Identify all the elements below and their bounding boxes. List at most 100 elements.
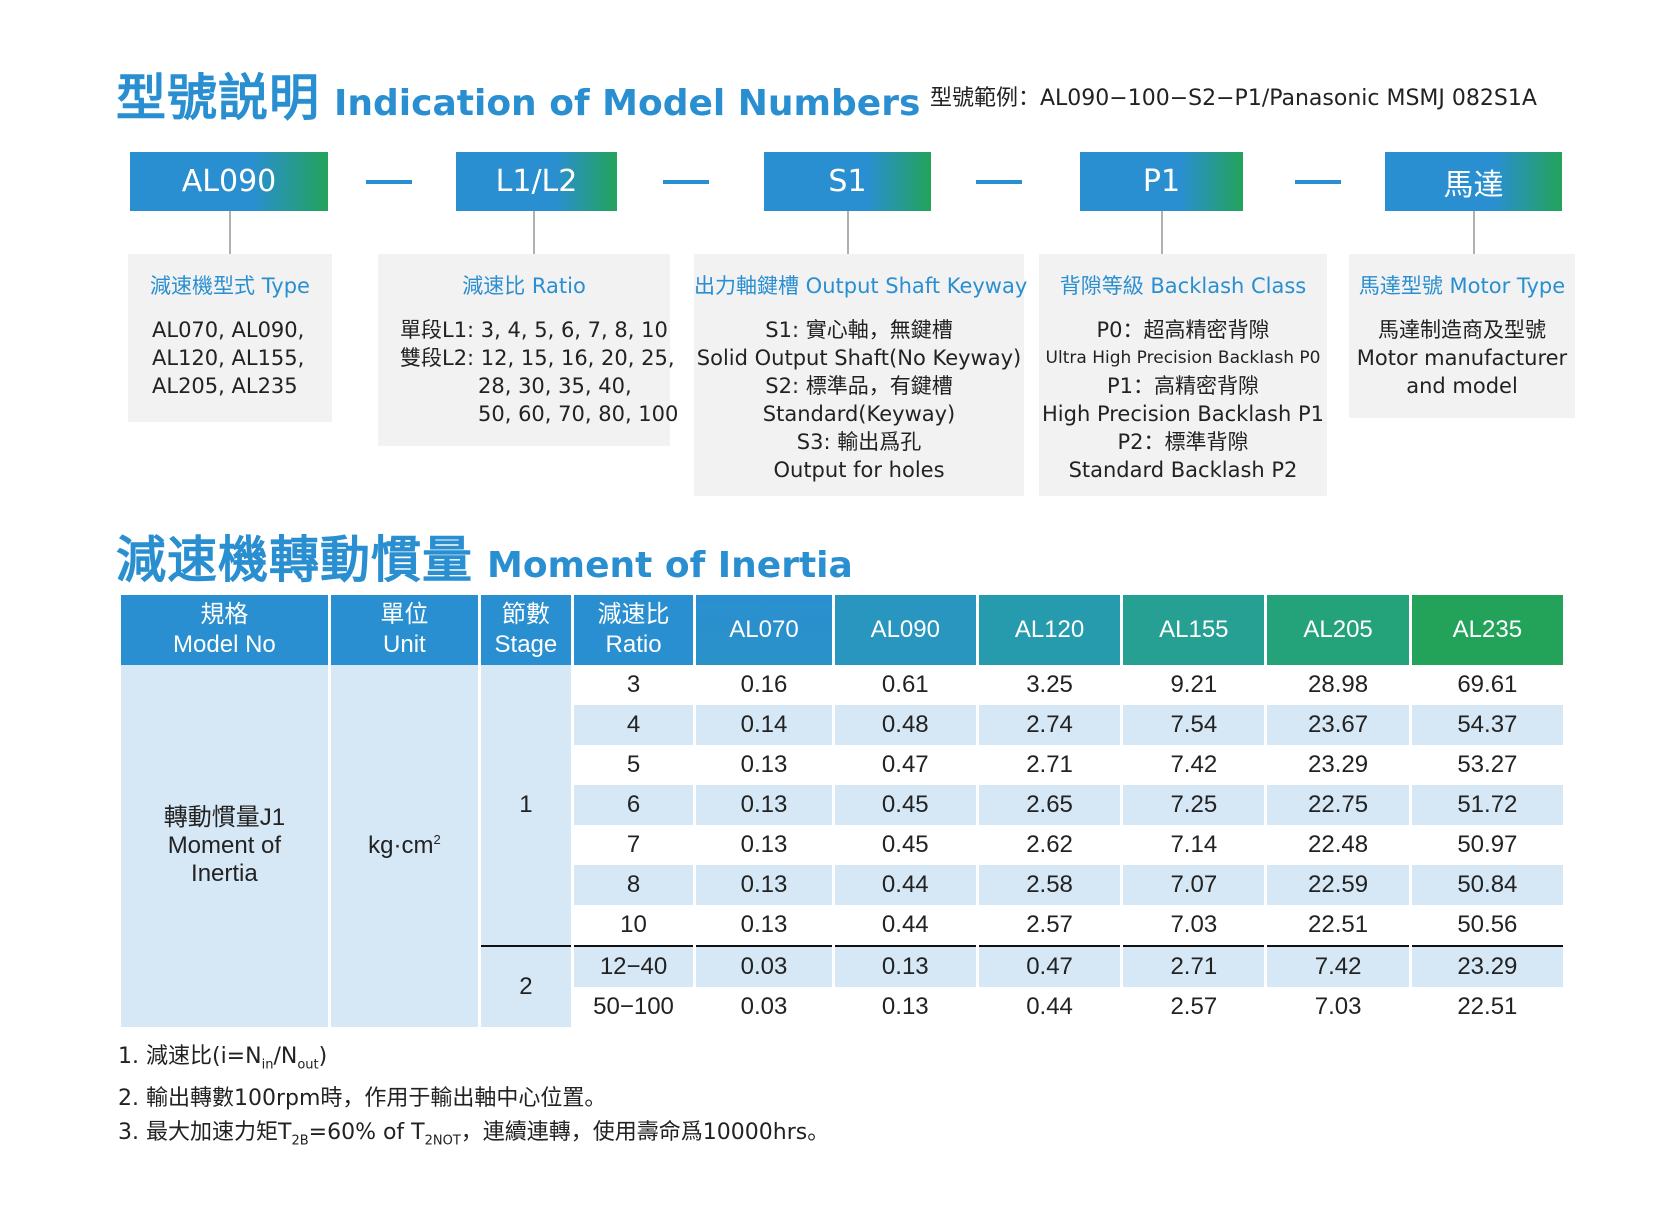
value-cell: 0.13 <box>881 993 929 1020</box>
value-cell: 0.47 <box>978 945 1121 987</box>
panel-line: Motor manufacturer <box>1356 346 1568 370</box>
panel-line: P0：超高精密背隙 <box>1096 318 1270 342</box>
table-row: 8 0.13 0.44 2.58 7.07 22.59 50.84 <box>121 865 1563 905</box>
value-cell: 2.65 <box>978 785 1121 825</box>
panel-title: 出力軸鍵槽 Output Shaft Keyway <box>694 274 1028 298</box>
ratio-cell: 3 <box>626 671 641 698</box>
ratio-cell: 8 <box>573 865 694 905</box>
value-cell: 22.51 <box>1308 911 1369 938</box>
section-title-zh: 減速機轉動慣量 <box>116 531 473 589</box>
panel-line: 單段L1: 3, 4, 5, 6, 7, 8, 10 <box>400 318 668 342</box>
panel-line: 28, 30, 35, 40, <box>478 374 632 398</box>
value-cell: 0.61 <box>881 671 929 698</box>
dash-separator <box>1295 180 1341 184</box>
value-cell: 54.37 <box>1411 705 1563 745</box>
panel-keyway: 出力軸鍵槽 Output Shaft Keyway S1: 實心軸，無鍵槽 So… <box>694 254 1028 496</box>
value-cell: 50.97 <box>1457 831 1518 858</box>
stage-cell: 2 <box>481 945 571 1027</box>
ratio-cell: 12−40 <box>573 945 694 987</box>
panel-ratio: 減速比 Ratio 單段L1: 3, 4, 5, 6, 7, 8, 10 雙段L… <box>378 254 679 446</box>
row-label-cell: 轉動慣量J1 Moment of Inertia <box>121 665 328 1027</box>
panel-motor: 馬達型號 Motor Type 馬達制造商及型號 Motor manufactu… <box>1349 254 1575 418</box>
table-body: 轉動慣量J1 Moment of Inertia kg·cm2 1 3 0.16 0… <box>121 665 1563 1027</box>
panel-title: 減速機型式 Type <box>150 274 310 298</box>
value-cell: 7.07 <box>1123 865 1265 905</box>
value-cell: 7.42 <box>1170 751 1218 778</box>
value-cell: 0.14 <box>696 705 832 745</box>
value-cell: 0.16 <box>740 671 788 698</box>
panel-line: AL120, AL155, <box>152 346 305 370</box>
header-model-col: AL155 <box>1123 595 1265 665</box>
value-cell: 0.44 <box>881 911 929 938</box>
ratio-cell: 7 <box>626 831 641 858</box>
section-title-inertia: 減速機轉動慣量 Moment of Inertia <box>116 520 853 592</box>
table-row: 4 0.14 0.48 2.74 7.54 23.67 54.37 <box>121 705 1563 745</box>
value-cell: 0.13 <box>696 865 832 905</box>
value-cell: 22.75 <box>1267 785 1409 825</box>
table-row: 10 0.13 0.44 2.57 7.03 22.51 50.56 <box>121 905 1563 945</box>
panel-title: 減速比 Ratio <box>462 274 586 298</box>
value-cell: 0.13 <box>740 831 788 858</box>
panel-line: 50, 60, 70, 80, 100 <box>478 402 679 426</box>
value-cell: 22.48 <box>1308 831 1369 858</box>
ratio-cell: 6 <box>573 785 694 825</box>
dash-separator <box>976 180 1022 184</box>
panel-line: 雙段L2: 12, 15, 16, 20, 25, <box>400 346 675 370</box>
header-model-col: AL090 <box>834 595 976 665</box>
value-cell: 50.84 <box>1411 865 1563 905</box>
value-cell: 7.03 <box>1314 993 1362 1020</box>
value-cell: 53.27 <box>1457 751 1518 778</box>
header-ratio: 減速比 Ratio <box>573 595 694 665</box>
value-cell: 9.21 <box>1170 671 1218 698</box>
footnote-1: 1. 減速比(i=Nin/Nout) <box>118 1044 328 1073</box>
connector-line <box>533 211 535 255</box>
value-cell: 28.98 <box>1308 671 1369 698</box>
section-title-en: Moment of Inertia <box>487 545 853 586</box>
code-box-type: AL090 <box>130 152 328 211</box>
panel-line: Ultra High Precision Backlash P0 <box>1045 348 1321 368</box>
ratio-cell: 10 <box>620 911 647 938</box>
dash-separator <box>663 180 709 184</box>
value-cell: 2.71 <box>1026 751 1073 778</box>
unit-cell: kg·cm2 <box>330 665 479 1027</box>
value-cell: 0.13 <box>696 785 832 825</box>
header-model-col: AL235 <box>1411 595 1563 665</box>
code-box-backlash: P1 <box>1080 152 1243 211</box>
header-unit: 單位 Unit <box>330 595 479 665</box>
inertia-table: 規格 Model No 單位 Unit 節數 Stage 減速比 Ratio AL070… <box>118 595 1566 1027</box>
value-cell: 50.56 <box>1457 911 1518 938</box>
value-cell: 0.13 <box>834 945 976 987</box>
code-box-ratio: L1/L2 <box>456 152 617 211</box>
panel-line: and model <box>1406 374 1518 398</box>
value-cell: 2.62 <box>1026 831 1073 858</box>
footnote-2: 2. 輸出轉數100rpm時，作用于輸出軸中心位置。 <box>118 1086 607 1112</box>
section-title-en: Indication of Model Numbers <box>334 83 921 124</box>
panel-line: S3: 輸出爲孔 <box>796 430 922 454</box>
panel-line: S2: 標準品，有鍵槽 <box>765 374 953 398</box>
panel-line: Standard Backlash P2 <box>1068 458 1298 482</box>
connector-line <box>1473 211 1475 255</box>
connector-line <box>229 211 231 255</box>
header-model-col: AL120 <box>978 595 1121 665</box>
panel-line: AL070, AL090, <box>152 318 305 342</box>
panel-line: Standard(Keyway) <box>762 402 956 426</box>
value-cell: 0.47 <box>881 751 929 778</box>
value-cell: 0.03 <box>740 993 788 1020</box>
panel-backlash: 背隙等級 Backlash Class P0：超高精密背隙 Ultra High… <box>1039 254 1327 496</box>
panel-title: 馬達型號 Motor Type <box>1358 274 1566 298</box>
value-cell: 0.45 <box>881 831 929 858</box>
value-cell: 7.03 <box>1170 911 1218 938</box>
code-box-motor: 馬達 <box>1385 152 1562 211</box>
value-cell: 2.71 <box>1123 945 1265 987</box>
code-box-keyway: S1 <box>764 152 931 211</box>
panel-line: High Precision Backlash P1 <box>1042 402 1324 426</box>
value-cell: 0.48 <box>834 705 976 745</box>
value-cell: 23.29 <box>1411 945 1563 987</box>
panel-type: 減速機型式 Type AL070, AL090, AL120, AL155, A… <box>128 254 332 422</box>
value-cell: 0.13 <box>740 751 788 778</box>
table-row: 7 0.13 0.45 2.62 7.14 22.48 50.97 <box>121 825 1563 865</box>
connector-line <box>1161 211 1163 255</box>
panel-line: P1：高精密背隙 <box>1106 374 1260 398</box>
table-row: 5 0.13 0.47 2.71 7.42 23.29 53.27 <box>121 745 1563 785</box>
value-cell: 22.59 <box>1267 865 1409 905</box>
